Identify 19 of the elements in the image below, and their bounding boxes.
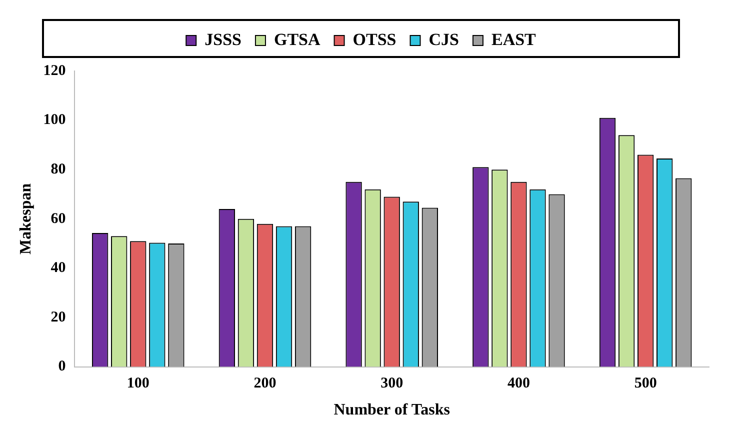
legend-label: OTSS [352,30,396,49]
x-tick-label: 200 [254,376,276,392]
y-axis-title: Makespan [18,183,35,254]
y-tick-label: 100 [43,112,66,128]
y-tick-label: 0 [58,358,66,375]
y-tick-label: 60 [50,210,66,227]
y-tick-label: 20 [50,309,66,326]
legend-label: JSSS [204,30,242,49]
legend-label: GTSA [274,30,321,49]
y-tick-label: 80 [50,161,66,178]
x-tick-label: 300 [380,376,404,392]
legend-label: CJS [428,30,459,49]
x-tick-label: 400 [507,376,530,392]
y-tick-label: 120 [43,62,66,79]
legend-label: EAST [491,30,537,49]
x-axis-title: Number of Tasks [334,402,450,419]
x-tick-label: 100 [126,376,150,392]
y-tick-label: 40 [50,260,66,276]
x-tick-label: 500 [634,376,657,392]
